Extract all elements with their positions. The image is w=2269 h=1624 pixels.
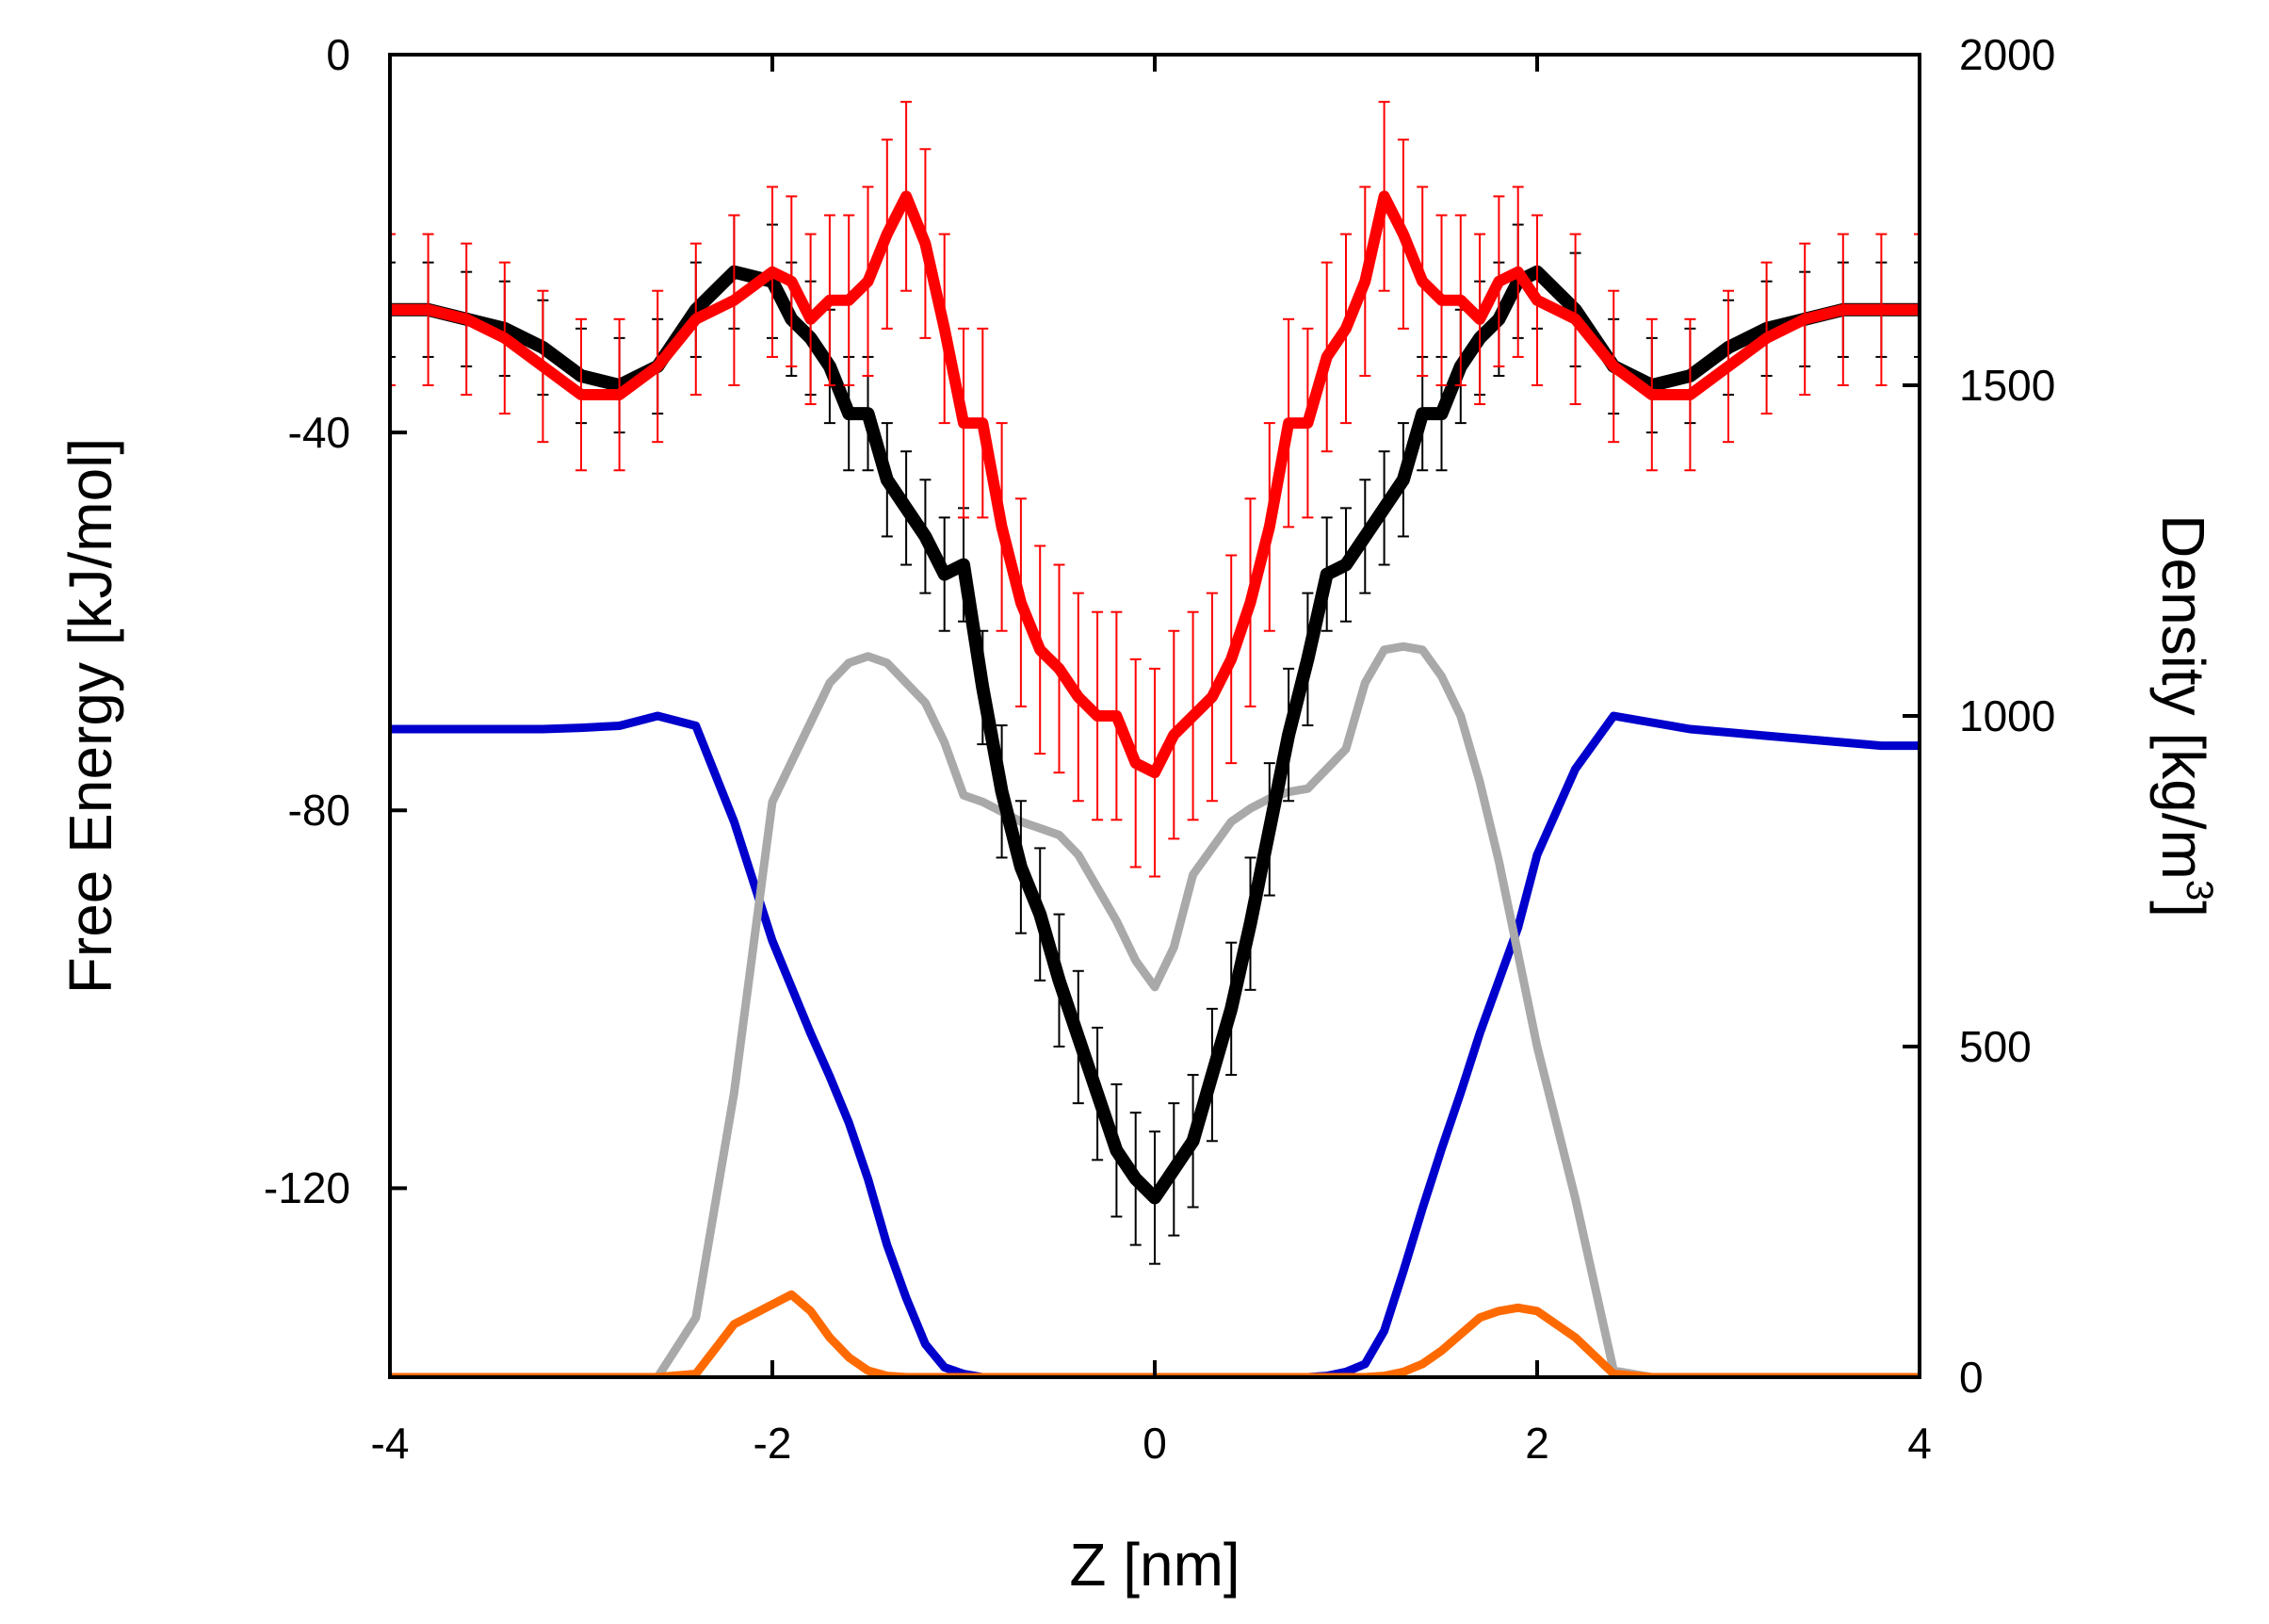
series-line-density_blue xyxy=(390,711,1920,1377)
series-layer xyxy=(390,101,1920,1377)
series-density_orange xyxy=(390,1290,1920,1377)
y-right-axis-title: Density [kg/m3] xyxy=(2149,514,2220,918)
x-tick-labels: -4 -2 0 2 4 xyxy=(371,1419,1932,1468)
series-density_gray xyxy=(390,641,1920,1377)
x-tick-label: 4 xyxy=(1907,1419,1932,1468)
y-right-tick-labels: 2000 1500 1000 500 0 xyxy=(1959,30,2055,1402)
plot-frame xyxy=(388,53,1921,1379)
x-tick-label: -2 xyxy=(754,1419,792,1468)
y-right-axis-title-base: Density [kg/m xyxy=(2149,514,2217,880)
y-left-tick-label: -80 xyxy=(288,786,350,835)
y-left-tick-label: -120 xyxy=(264,1163,350,1212)
y-right-tick-label: 500 xyxy=(1959,1022,2032,1071)
y-right-tick-label: 0 xyxy=(1959,1353,1984,1402)
series-fe_red xyxy=(390,101,1920,878)
y-right-tick-label: 2000 xyxy=(1959,30,2055,79)
y-left-tick-labels: 0 -40 -80 -120 xyxy=(264,30,350,1212)
x-axis-title: Z [nm] xyxy=(1069,1531,1240,1599)
series-density_blue xyxy=(390,711,1920,1377)
x-tick-label: 0 xyxy=(1143,1419,1167,1468)
y-left-tick-label: 0 xyxy=(326,30,350,79)
y-right-tick-label: 1000 xyxy=(1959,691,2055,740)
y-left-axis-title: Free Energy [kJ/mol] xyxy=(57,438,124,994)
y-right-axis-title-sup: 3 xyxy=(2179,880,2220,901)
series-line-density_gray xyxy=(390,641,1920,1377)
series-line-fe_red xyxy=(390,190,1920,779)
series-line-density_orange xyxy=(390,1290,1920,1377)
y-left-tick-label: -40 xyxy=(288,408,350,457)
x-tick-label: -4 xyxy=(371,1419,410,1468)
y-right-tick-label: 1500 xyxy=(1959,361,2055,410)
x-tick-label: 2 xyxy=(1525,1419,1549,1468)
y-right-axis-title-close: ] xyxy=(2149,901,2217,918)
